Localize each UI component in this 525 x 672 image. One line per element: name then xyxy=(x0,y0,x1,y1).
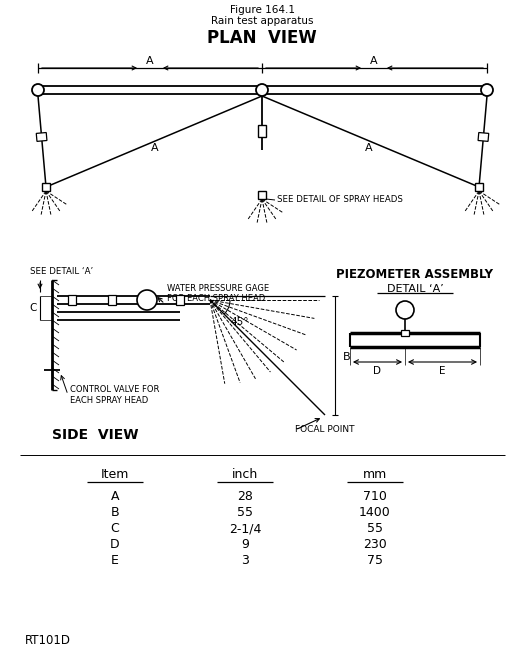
Text: B: B xyxy=(111,507,119,519)
Text: 230: 230 xyxy=(363,538,387,552)
Bar xyxy=(42,183,50,191)
Text: 1400: 1400 xyxy=(359,507,391,519)
Text: 55: 55 xyxy=(367,523,383,536)
Text: D: D xyxy=(110,538,120,552)
Text: A: A xyxy=(146,56,154,66)
Text: A: A xyxy=(370,56,378,66)
Text: E: E xyxy=(111,554,119,567)
Text: PLAN  VIEW: PLAN VIEW xyxy=(207,29,317,47)
Text: A: A xyxy=(151,143,159,153)
Text: Figure 164.1: Figure 164.1 xyxy=(229,5,295,15)
Text: WATER PRESSURE GAGE
FOR EACH SPRAY HEAD: WATER PRESSURE GAGE FOR EACH SPRAY HEAD xyxy=(167,284,269,303)
Text: FOCAL POINT: FOCAL POINT xyxy=(295,425,354,435)
Text: 2-1/4: 2-1/4 xyxy=(229,523,261,536)
Text: 9: 9 xyxy=(241,538,249,552)
Text: mm: mm xyxy=(363,468,387,482)
Bar xyxy=(258,125,266,137)
Bar xyxy=(478,132,489,141)
Text: SEE DETAIL OF SPRAY HEADS: SEE DETAIL OF SPRAY HEADS xyxy=(277,196,403,204)
Text: 45°: 45° xyxy=(231,317,249,327)
Text: 3: 3 xyxy=(241,554,249,567)
Text: inch: inch xyxy=(232,468,258,482)
Text: DETAIL ‘A’: DETAIL ‘A’ xyxy=(386,284,444,294)
Text: 710: 710 xyxy=(363,491,387,503)
Bar xyxy=(108,295,116,305)
Text: Item: Item xyxy=(101,468,129,482)
Text: 28: 28 xyxy=(237,491,253,503)
Text: B: B xyxy=(343,352,351,362)
Text: SIDE  VIEW: SIDE VIEW xyxy=(52,428,138,442)
Circle shape xyxy=(137,290,157,310)
Circle shape xyxy=(32,84,44,96)
Text: CONTROL VALVE FOR
EACH SPRAY HEAD: CONTROL VALVE FOR EACH SPRAY HEAD xyxy=(70,385,160,405)
Bar xyxy=(475,183,483,191)
Text: C: C xyxy=(29,303,37,313)
Text: A: A xyxy=(111,491,119,503)
Text: C: C xyxy=(111,523,119,536)
Bar xyxy=(36,132,47,141)
Text: SEE DETAIL ‘A’: SEE DETAIL ‘A’ xyxy=(30,267,93,276)
Text: A: A xyxy=(365,143,373,153)
Text: 75: 75 xyxy=(367,554,383,567)
Bar xyxy=(258,191,266,199)
Text: Rain test apparatus: Rain test apparatus xyxy=(211,16,313,26)
Text: D: D xyxy=(373,366,381,376)
Bar xyxy=(401,330,409,336)
Bar xyxy=(176,295,184,305)
Circle shape xyxy=(481,84,493,96)
Text: 55: 55 xyxy=(237,507,253,519)
Text: PIEZOMETER ASSEMBLY: PIEZOMETER ASSEMBLY xyxy=(337,269,494,282)
Text: E: E xyxy=(439,366,445,376)
Circle shape xyxy=(396,301,414,319)
Bar xyxy=(68,295,76,305)
Circle shape xyxy=(256,84,268,96)
Text: RT101D: RT101D xyxy=(25,634,71,646)
